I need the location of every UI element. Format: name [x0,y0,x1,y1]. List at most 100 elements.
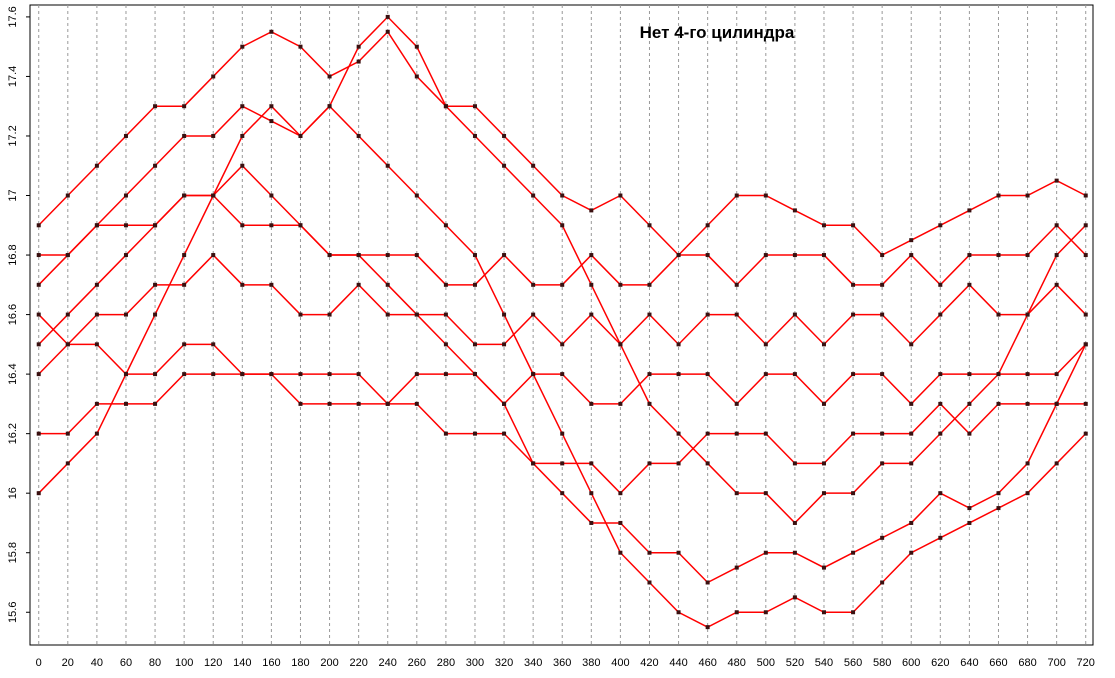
marker [36,342,41,347]
x-tick-label: 140 [233,657,251,669]
marker [123,223,128,228]
marker [996,253,1001,258]
marker [1083,431,1088,436]
marker [153,312,158,317]
marker [531,312,536,317]
marker [1083,342,1088,347]
marker [94,431,99,436]
marker [676,431,681,436]
marker [618,491,623,496]
marker [182,253,187,258]
y-tick-label: 16.6 [7,304,19,325]
marker [356,401,361,406]
marker [94,163,99,168]
marker [821,401,826,406]
marker [647,372,652,377]
marker [472,431,477,436]
marker [1083,253,1088,258]
marker [676,342,681,347]
marker [182,133,187,138]
marker [851,223,856,228]
marker [560,342,565,347]
marker [618,282,623,287]
x-tick-label: 300 [466,657,484,669]
x-tick-label: 380 [582,657,600,669]
x-tick-label: 540 [815,657,833,669]
marker [938,491,943,496]
marker [502,312,507,317]
marker [589,491,594,496]
marker [36,431,41,436]
marker [560,372,565,377]
marker [502,163,507,168]
marker [123,312,128,317]
marker [240,282,245,287]
marker [1025,253,1030,258]
marker [938,372,943,377]
marker [792,253,797,258]
marker [1054,282,1059,287]
marker [821,342,826,347]
marker [298,401,303,406]
marker [298,372,303,377]
marker [909,431,914,436]
marker [705,461,710,466]
marker [123,253,128,258]
x-tick-label: 40 [91,657,103,669]
marker [589,312,594,317]
marker [792,208,797,213]
marker [327,312,332,317]
marker [36,253,41,258]
marker [327,104,332,109]
x-tick-label: 600 [902,657,920,669]
marker [443,104,448,109]
marker [734,491,739,496]
marker [880,282,885,287]
marker [269,193,274,198]
x-tick-label: 680 [1018,657,1036,669]
marker [414,253,419,258]
marker [269,29,274,34]
marker [909,461,914,466]
marker [123,401,128,406]
marker [734,282,739,287]
marker [65,312,70,317]
marker [851,431,856,436]
x-tick-label: 460 [698,657,716,669]
marker [763,253,768,258]
x-tick-label: 640 [960,657,978,669]
x-tick-label: 360 [553,657,571,669]
marker [182,104,187,109]
x-tick-label: 560 [844,657,862,669]
marker [356,282,361,287]
marker [298,312,303,317]
marker [211,372,216,377]
marker [36,282,41,287]
marker [763,431,768,436]
marker [443,312,448,317]
marker [560,223,565,228]
marker [414,74,419,79]
y-tick-label: 16.2 [7,423,19,444]
marker [414,193,419,198]
marker [65,431,70,436]
marker [821,491,826,496]
marker [356,372,361,377]
marker [123,133,128,138]
marker [94,401,99,406]
marker [502,401,507,406]
x-tick-label: 420 [640,657,658,669]
marker [472,372,477,377]
marker [327,74,332,79]
marker [153,401,158,406]
marker [763,193,768,198]
marker [414,401,419,406]
marker [356,59,361,64]
marker [472,253,477,258]
marker [560,461,565,466]
marker [211,253,216,258]
marker [1025,312,1030,317]
marker [589,520,594,525]
x-tick-label: 700 [1047,657,1065,669]
marker [792,550,797,555]
